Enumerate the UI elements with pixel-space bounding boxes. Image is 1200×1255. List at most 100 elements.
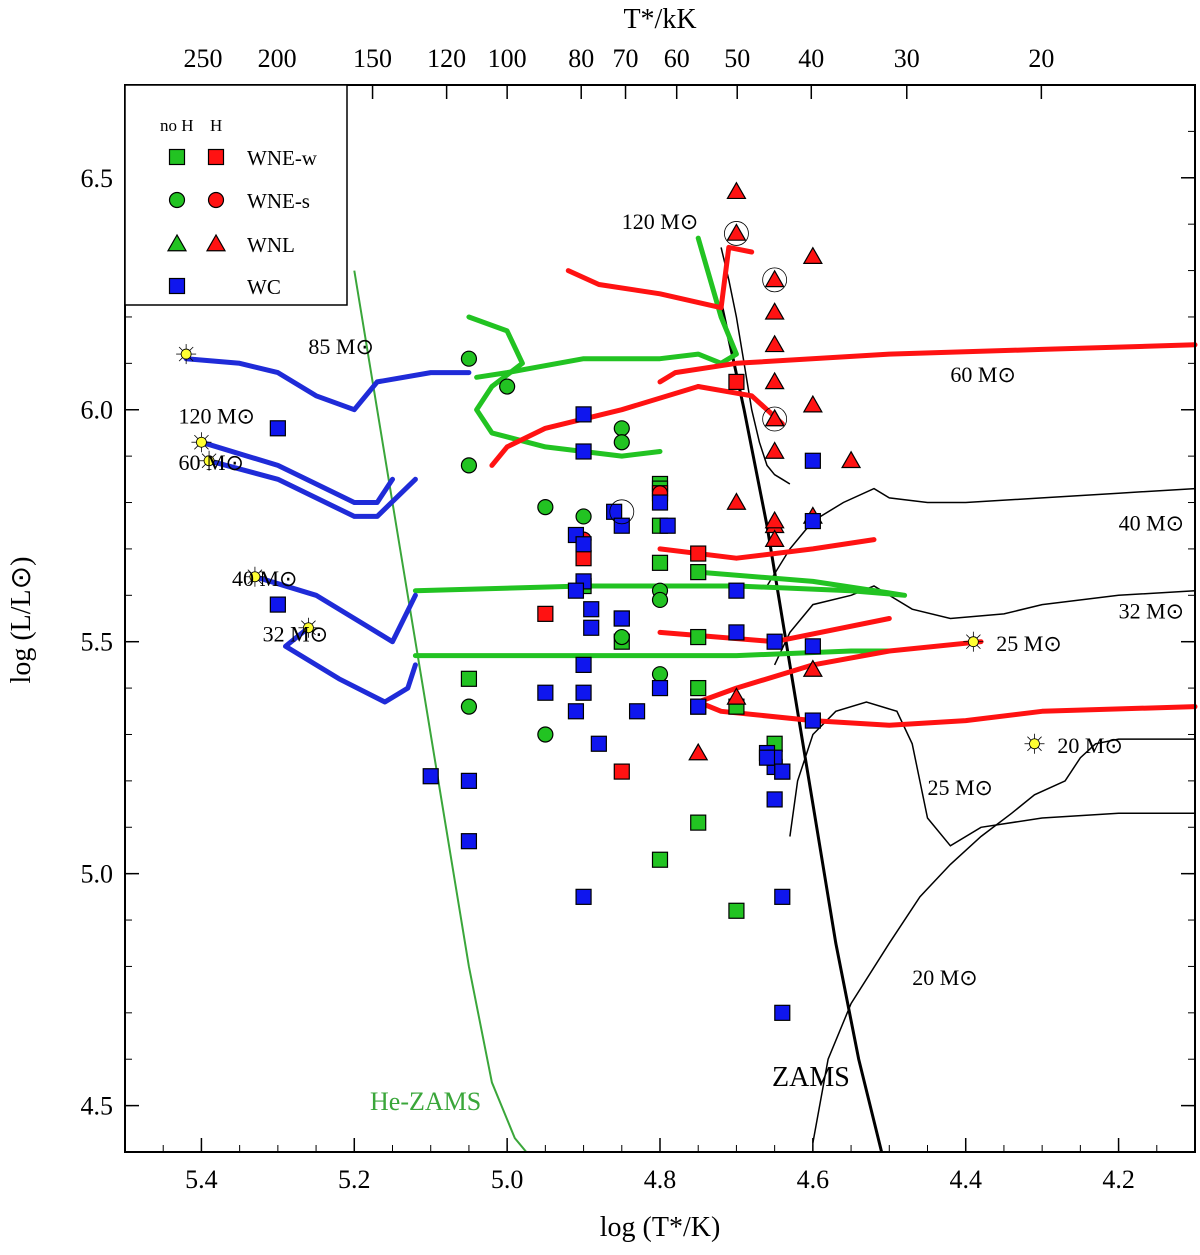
wne-s-no-h-point [460,457,478,474]
track-red-line [489,384,701,468]
x-tick-label: 4.4 [949,1165,982,1194]
legend-header-noH: no H [160,116,194,135]
x-tick-label: 4.8 [644,1165,677,1194]
mass-label: 20 M⊙ [1057,733,1123,758]
wc-point [774,763,791,780]
he-zams-label: He-ZAMS [370,1087,481,1116]
wnl-h-point [802,659,823,677]
wne-s-no-h-point [613,434,630,451]
wc-point [613,610,630,627]
wc-point [422,768,439,785]
wne-s-no-h-point [613,628,630,646]
legend-marker-noH [166,233,188,252]
wne-s-no-h-point [460,350,478,367]
wc-point [575,888,592,905]
circled-point-ring [609,499,635,525]
track-blue-line [198,439,395,505]
legend-entry-label: WNE-s [247,189,310,213]
top-tick-label: 100 [488,44,527,73]
track-black-line [773,585,1196,666]
initial-star-marker [244,566,265,587]
legend-marker-H [205,233,227,252]
initial-star-marker [298,617,319,638]
wnl-h-point [764,441,785,459]
track-red-line [657,342,1198,385]
wnl-h-point [841,450,862,469]
top-tick-label: 150 [353,44,392,73]
wne-w-no-h-point [460,670,478,687]
track-blue-line [183,356,472,413]
wc-point [460,833,478,850]
wnl-h-point [726,223,747,241]
track-green-line [412,648,892,659]
wc-point [651,494,669,511]
wne-w-h-point [690,545,707,562]
initial-star-marker [1024,733,1045,754]
initial-star-marker [963,631,984,652]
mass-label: 120 M⊙ [179,404,256,429]
legend-marker-H [207,148,225,166]
top-tick-label: 50 [724,44,750,73]
mass-label: 120 M⊙ [622,209,699,234]
star-core [967,636,979,648]
wnl-h-point [726,687,747,705]
wc-point [728,624,745,641]
star-core [249,571,261,583]
wnl-h-point [764,529,785,547]
wc-point [758,749,776,766]
wne-s-no-h-point [537,726,554,743]
mass-label: 32 M⊙ [1119,599,1185,624]
wc-point [583,601,600,618]
legend-marker-noH [168,191,186,209]
track-black-line [812,738,1195,1143]
wc-point [804,512,821,530]
top-tick-label: 40 [798,44,824,73]
track-red-line [565,244,755,311]
wnl-h-point [802,394,823,413]
wc-point [774,1004,791,1021]
wne-w-no-h-point [690,679,707,697]
star-core [1029,738,1040,750]
wc-point [606,503,623,520]
circled-point-ring [762,267,788,293]
wc-point [590,735,607,752]
top-tick-label: 120 [427,44,466,73]
wc-point [575,536,592,553]
wnl-h-point [688,742,709,761]
wne-s-no-h-point [499,378,516,395]
wc-point [575,406,592,423]
y-axis-title: log (L/L⊙) [6,557,37,684]
y-tick-label: 6.0 [81,396,114,425]
top-tick-label: 70 [613,44,639,73]
wne-s-no-h-point [651,591,669,609]
top-tick-label: 60 [664,44,690,73]
track-black-line [789,701,1195,847]
wne-w-no-h-point [690,814,707,831]
x-tick-label: 4.6 [797,1165,830,1194]
initial-star-marker [199,450,220,471]
x-tick-label: 5.0 [491,1165,524,1194]
x-tick-label: 5.4 [185,1165,218,1194]
wne-w-no-h-point [690,628,707,646]
y-tick-label: 5.0 [81,860,114,889]
wne-w-h-point [575,550,592,567]
wc-point [537,684,554,701]
x-tick-label: 5.2 [338,1165,371,1194]
mass-label: 20 M⊙ [912,965,978,990]
he-zams-line [353,270,528,1153]
wc-point [575,656,592,673]
wne-w-h-point [728,373,745,391]
x-axis-title: log (T*/K) [600,1212,721,1243]
wne-s-no-h-point [575,508,592,525]
wc-point [575,443,592,460]
track-black-line [720,247,791,485]
wnl-h-point [726,492,747,510]
zams-line [719,302,884,1153]
wc-point [567,582,585,599]
y-tick-label: 5.5 [81,628,114,657]
track-blue-line [206,458,418,519]
top-tick-label: 200 [258,44,297,73]
mass-label: 25 M⊙ [928,775,994,800]
star-core [180,348,192,360]
